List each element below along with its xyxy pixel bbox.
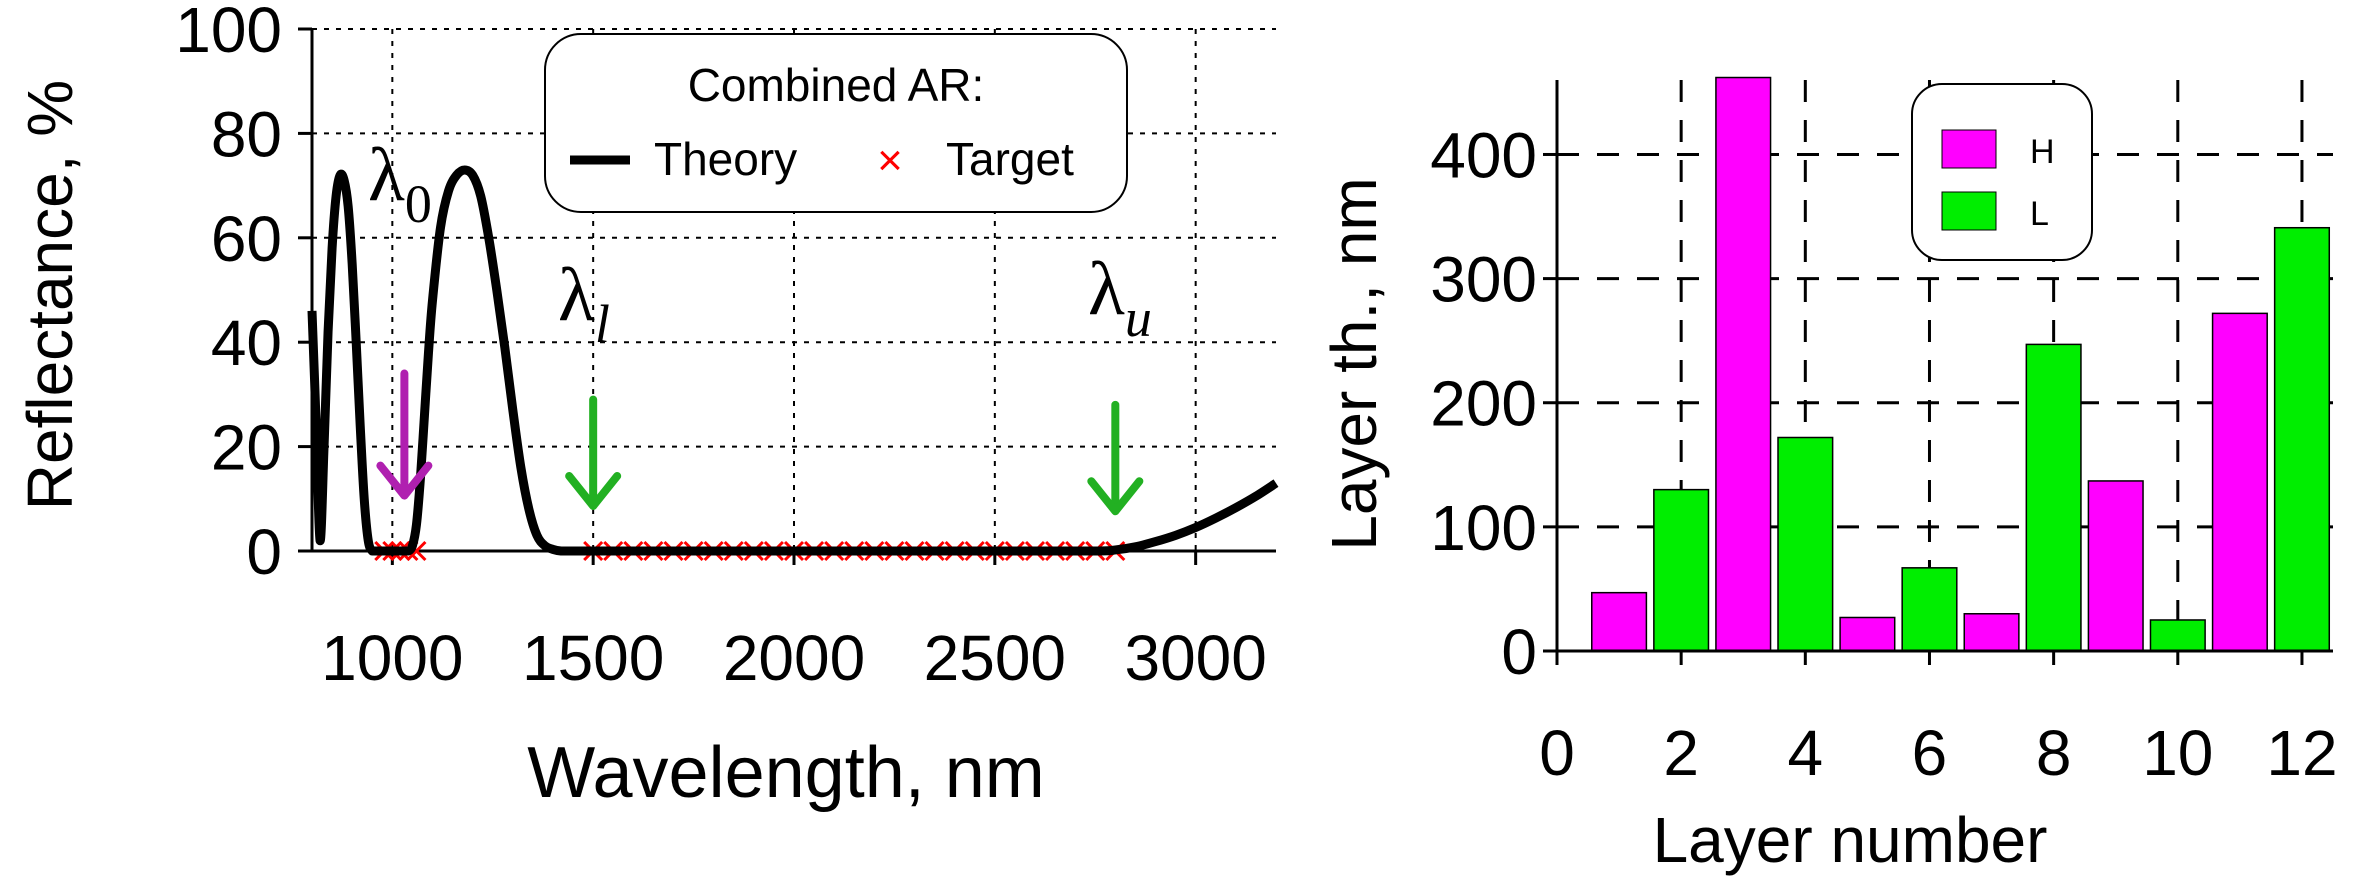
arrow-head-u [1087, 477, 1144, 516]
y-axis-label: Layer th., nm [1318, 177, 1390, 551]
bar-layer-8 [2025, 343, 2082, 652]
legend-L-label: L [2030, 195, 2049, 233]
bar-layer-11 [2211, 312, 2268, 652]
y-tick-label: 400 [1430, 119, 1537, 191]
x-tick-label: 2 [1663, 717, 1699, 789]
bar-layer-10 [2149, 619, 2206, 652]
legend-H-label: H [2030, 133, 2055, 171]
bar-layer-3 [1715, 76, 1772, 652]
theory-line [307, 165, 1279, 556]
x-tick-label: 4 [1788, 717, 1824, 789]
y-tick-label: 0 [246, 516, 282, 588]
y-axis-label: Reflectance, % [14, 80, 86, 510]
lambda-label-u: λu [1088, 247, 1152, 348]
y-tick-label: 40 [211, 307, 282, 379]
bar-layer-5 [1839, 616, 1896, 652]
lambda-label-0: λ0 [368, 133, 432, 234]
arrow-head-0 [376, 461, 433, 500]
legend-box [1911, 83, 2093, 261]
y-tick-label: 100 [175, 0, 282, 66]
series [307, 165, 1279, 562]
x-tick-label: 1000 [321, 622, 463, 694]
legend: Combined AR: Theory × Target [544, 33, 1128, 213]
axes [1555, 80, 2333, 653]
arrow-head-l [565, 472, 622, 511]
legend-theory-label: Theory [654, 133, 797, 185]
bar-layer-7 [1963, 613, 2020, 652]
layer-thickness-chart: 0 100 200 300 400 0 2 4 6 8 10 12 H L Layer th., nm… [1318, 76, 2338, 876]
y-tick-label: 0 [1501, 616, 1537, 688]
x-tick-label: 2000 [723, 622, 865, 694]
y-tick-label: 200 [1430, 368, 1537, 440]
x-axis-label: Layer number [1653, 804, 2048, 876]
x-tick-label: 6 [1912, 717, 1948, 789]
bar-layer-12 [2273, 226, 2331, 652]
annotations: λ0 λl λu [368, 133, 1152, 516]
x-tick-label: 3000 [1124, 622, 1266, 694]
bar-layer-6 [1901, 567, 1958, 652]
bar-layer-2 [1653, 488, 1710, 652]
x-tick-label: 0 [1539, 717, 1575, 789]
bar-layer-1 [1591, 591, 1648, 652]
bar-layer-4 [1777, 436, 1834, 652]
y-tick-label: 300 [1430, 244, 1537, 316]
legend-L-swatch [1941, 191, 1997, 231]
legend: H L [1911, 83, 2093, 261]
legend-H-swatch [1941, 129, 1997, 169]
y-tick-label: 100 [1430, 492, 1537, 564]
legend-target-label: Target [946, 133, 1074, 185]
x-tick-label: 12 [2266, 717, 2337, 789]
legend-target-marker: × [877, 136, 903, 185]
legend-title: Combined AR: [688, 59, 985, 111]
bar-layer-9 [2087, 480, 2144, 652]
legend-box [544, 33, 1128, 213]
bars [1591, 76, 2331, 652]
tick-labels: 0 20 40 60 80 100 1000 1500 2000 2500 3000 [175, 0, 1267, 694]
x-axis-label: Wavelength, nm [527, 733, 1045, 813]
y-tick-label: 80 [211, 98, 282, 170]
y-tick-label: 20 [211, 412, 282, 484]
y-tick-label: 60 [211, 203, 282, 275]
x-tick-label: 10 [2142, 717, 2213, 789]
lambda-label-l: λl [558, 253, 610, 354]
x-tick-label: 2500 [924, 622, 1066, 694]
x-tick-label: 1500 [522, 622, 664, 694]
x-tick-label: 8 [2036, 717, 2072, 789]
tick-labels: 0 100 200 300 400 0 2 4 6 8 10 12 [1430, 119, 2337, 789]
